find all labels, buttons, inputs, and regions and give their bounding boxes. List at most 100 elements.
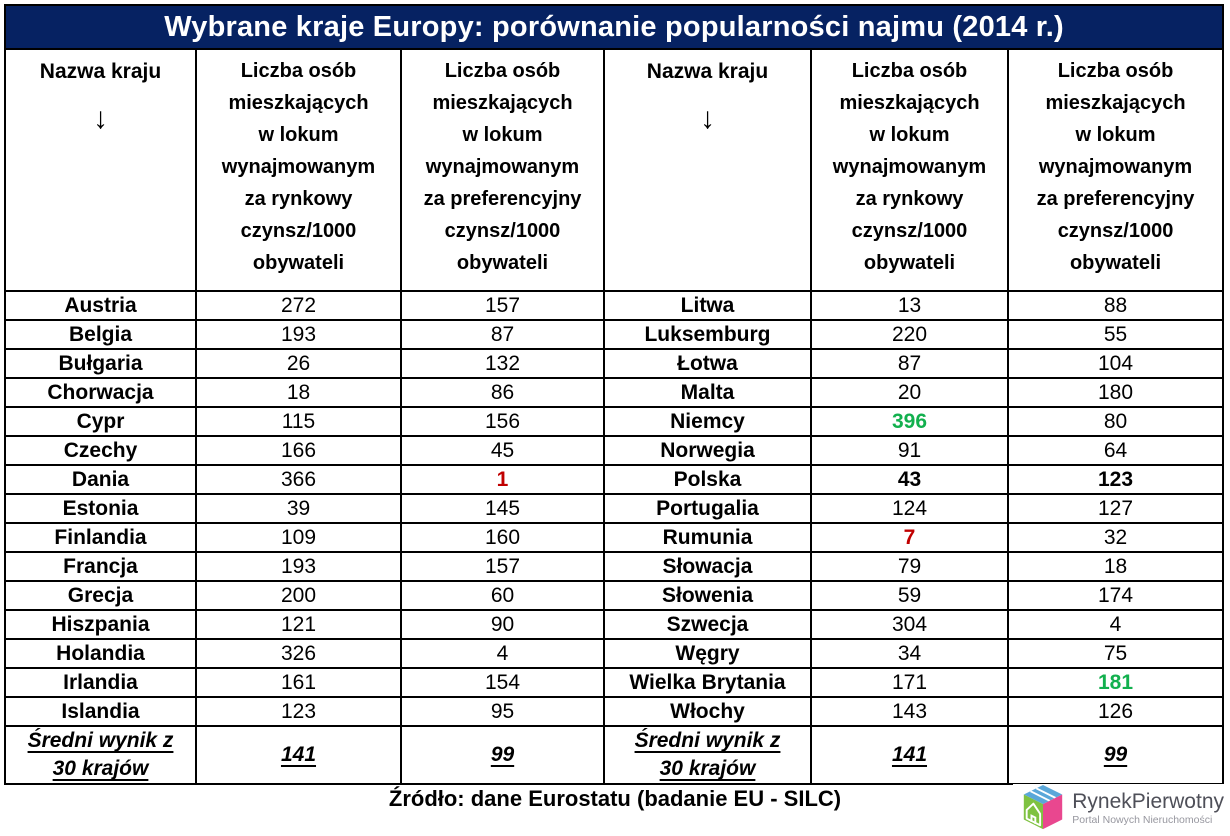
header-line: w lokum	[258, 124, 339, 146]
table-row: Dania 366 1 Polska 43 123	[4, 464, 1225, 495]
rynekpierwotny-logo: RynekPierwotny Portal Nowych Nieruchomoś…	[1013, 784, 1224, 832]
country-cell: Estonia	[4, 493, 197, 524]
market-rent-value: 87	[810, 348, 1009, 379]
country-cell: Malta	[603, 377, 812, 408]
table-row: Cypr 115 156 Niemcy 396 80	[4, 406, 1225, 437]
country-cell: Czechy	[4, 435, 197, 466]
preferential-rent-value: 95	[400, 696, 605, 727]
market-rent-value: 43	[810, 464, 1009, 495]
arrow-down-icon: ↓	[700, 102, 715, 135]
table-row: Belgia 193 87 Luksemburg 220 55	[4, 319, 1225, 350]
preferential-rent-value: 123	[1006, 464, 1225, 495]
header-line: w lokum	[462, 124, 543, 146]
country-cell: Portugalia	[603, 493, 812, 524]
market-rent-value: 124	[810, 493, 1009, 524]
country-cell: Irlandia	[4, 667, 197, 698]
summary-label-line: Średni wynik z	[27, 729, 174, 752]
market-rent-value: 26	[195, 348, 402, 379]
market-rent-value: 91	[810, 435, 1009, 466]
preferential-rent-value: 127	[1006, 493, 1225, 524]
header-line: mieszkających	[228, 92, 369, 114]
preferential-rent-value: 90	[400, 609, 605, 640]
footer-area: Źródło: dane Eurostatu (badanie EU - SIL…	[0, 783, 1230, 836]
country-cell: Łotwa	[603, 348, 812, 379]
country-cell: Belgia	[4, 319, 197, 350]
market-rent-value: 193	[195, 551, 402, 582]
market-rent-value: 123	[195, 696, 402, 727]
header-line: mieszkających	[839, 92, 980, 114]
summary-label-line: 30 krajów	[659, 757, 756, 780]
market-rent-value: 161	[195, 667, 402, 698]
country-cell: Węgry	[603, 638, 812, 669]
preferential-rent-value: 181	[1006, 667, 1225, 698]
logo-cube-house-icon	[1024, 784, 1063, 830]
country-cell: Hiszpania	[4, 609, 197, 640]
market-rent-value: 326	[195, 638, 402, 669]
summary-label-line: 30 krajów	[52, 757, 149, 780]
country-cell: Chorwacja	[4, 377, 197, 408]
preferential-rent-value: 156	[400, 406, 605, 437]
table-row: Estonia 39 145 Portugalia 124 127	[4, 493, 1225, 524]
header-line: Liczba osób	[1057, 60, 1174, 82]
preferential-rent-value: 18	[1006, 551, 1225, 582]
market-rent-value: 272	[195, 290, 402, 321]
market-rent-value: 13	[810, 290, 1009, 321]
preferential-rent-value: 4	[1006, 609, 1225, 640]
preferential-rent-value: 157	[400, 290, 605, 321]
table-row: Hiszpania 121 90 Szwecja 304 4	[4, 609, 1225, 640]
table-row: Bułgaria 26 132 Łotwa 87 104	[4, 348, 1225, 379]
header-line: czynsz/1000	[851, 220, 968, 242]
summary-label-line: Średni wynik z	[634, 729, 781, 752]
country-cell: Finlandia	[4, 522, 197, 553]
header-line: Liczba osób	[851, 60, 968, 82]
logo-tagline: Portal Nowych Nieruchomości	[1072, 813, 1213, 826]
header-line: czynsz/1000	[240, 220, 357, 242]
country-cell: Słowacja	[603, 551, 812, 582]
header-line: za preferencyjny	[423, 188, 582, 210]
header-line: obywateli	[1069, 252, 1162, 274]
summary-market-value-right: 141	[810, 725, 1009, 785]
header-line: wynajmowanym	[1038, 156, 1193, 178]
market-rent-value: 121	[195, 609, 402, 640]
market-rent-value: 366	[195, 464, 402, 495]
country-cell: Słowenia	[603, 580, 812, 611]
preferential-rent-value: 86	[400, 377, 605, 408]
preferential-rent-value: 88	[1006, 290, 1225, 321]
column-header-country-label: Nazwa kraju	[39, 60, 162, 83]
header-line: obywateli	[456, 252, 549, 274]
preferential-rent-value: 132	[400, 348, 605, 379]
market-rent-value: 20	[810, 377, 1009, 408]
market-rent-value: 143	[810, 696, 1009, 727]
header-line: za rynkowy	[855, 188, 964, 210]
preferential-rent-value: 180	[1006, 377, 1225, 408]
market-rent-value: 166	[195, 435, 402, 466]
table-row: Francja 193 157 Słowacja 79 18	[4, 551, 1225, 582]
column-header-country-label: Nazwa kraju	[646, 60, 769, 83]
market-rent-value: 193	[195, 319, 402, 350]
table-row: Holandia 326 4 Węgry 34 75	[4, 638, 1225, 669]
column-header-market-rent-right: Liczba osób mieszkających w lokum wynajmowa…	[810, 48, 1009, 292]
preferential-rent-value: 157	[400, 551, 605, 582]
header-line: za rynkowy	[244, 188, 353, 210]
market-rent-value: 171	[810, 667, 1009, 698]
preferential-rent-value: 45	[400, 435, 605, 466]
summary-market-value-left: 141	[195, 725, 402, 785]
market-rent-value: 200	[195, 580, 402, 611]
market-rent-value: 115	[195, 406, 402, 437]
market-rent-value: 39	[195, 493, 402, 524]
column-header-country-left: Nazwa kraju ↓	[4, 48, 197, 292]
country-cell: Luksemburg	[603, 319, 812, 350]
preferential-rent-value: 55	[1006, 319, 1225, 350]
arrow-down-icon: ↓	[93, 102, 108, 135]
table-row: Finlandia 109 160 Rumunia 7 32	[4, 522, 1225, 553]
preferential-rent-value: 126	[1006, 696, 1225, 727]
column-header-market-rent-left: Liczba osób mieszkających w lokum wynajmowa…	[195, 48, 402, 292]
market-rent-value: 79	[810, 551, 1009, 582]
country-cell: Islandia	[4, 696, 197, 727]
column-header-preferential-rent-right: Liczba osób mieszkających w lokum wynajmowa…	[1006, 48, 1225, 292]
country-cell: Cypr	[4, 406, 197, 437]
table-row: Grecja 200 60 Słowenia 59 174	[4, 580, 1225, 611]
preferential-rent-value: 1	[400, 464, 605, 495]
market-rent-value: 109	[195, 522, 402, 553]
preferential-rent-value: 145	[400, 493, 605, 524]
